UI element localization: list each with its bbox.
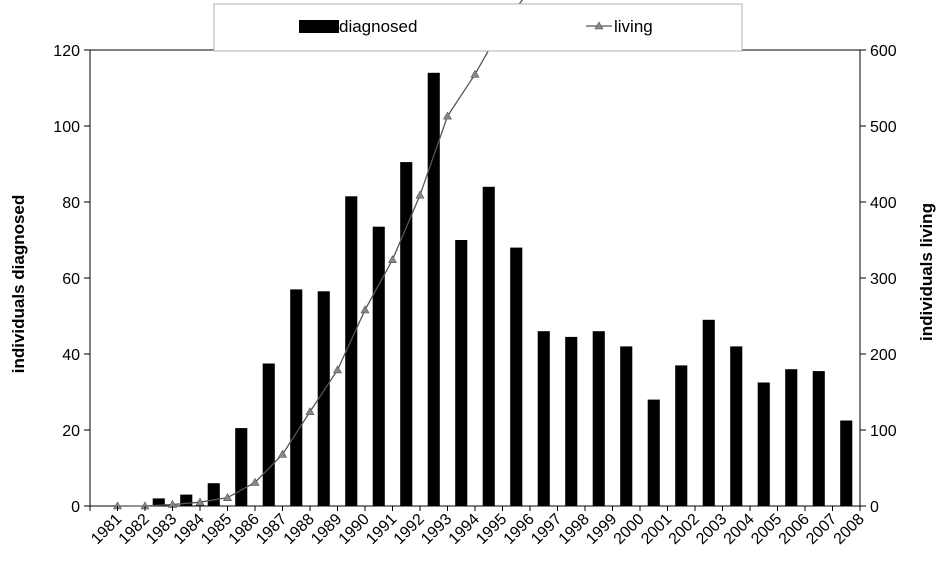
right-tick-label: 500 <box>870 119 897 136</box>
marker-living-1992 <box>415 190 425 199</box>
x-tick-label: 1986 <box>226 511 263 548</box>
left-tick-label: 80 <box>62 195 80 212</box>
marker-living-1988 <box>305 407 315 416</box>
x-tick-label: 1999 <box>583 511 620 548</box>
x-tick-label: 1987 <box>253 511 290 548</box>
marker-living-1985 <box>222 493 233 501</box>
bar-diagnosed-1996 <box>510 247 523 506</box>
x-tick-label: 1983 <box>143 511 180 548</box>
bar-diagnosed-1990 <box>345 196 358 507</box>
marker-living-1987 <box>277 449 288 458</box>
bar-diagnosed-1999 <box>592 331 605 506</box>
right-tick-label: 600 <box>870 43 897 60</box>
bar-diagnosed-1994 <box>455 240 468 506</box>
x-tick-label: 1990 <box>336 511 373 548</box>
right-tick-label: 300 <box>870 271 897 288</box>
left-tick-label: 60 <box>62 271 80 288</box>
x-tick-label: 2005 <box>748 511 785 548</box>
bar-diagnosed-1984 <box>180 494 193 506</box>
legend: diagnosed living <box>213 3 743 52</box>
bar-diagnosed-2005 <box>757 382 770 506</box>
x-tick-label: 2002 <box>666 511 703 548</box>
bar-diagnosed-2000 <box>620 346 633 506</box>
x-tick-label: 2001 <box>638 511 675 548</box>
bar-diagnosed-1985 <box>207 483 220 506</box>
x-axis: 1981198219831984198519861987198819891990… <box>88 506 868 548</box>
marker-living-1993 <box>442 111 453 120</box>
x-tick-label: 1981 <box>88 511 125 548</box>
bar-diagnosed-1997 <box>537 331 550 506</box>
left-axis-title: individuals diagnosed <box>9 195 28 374</box>
bar-diagnosed-2006 <box>785 369 798 506</box>
left-tick-label: 120 <box>53 43 80 60</box>
x-tick-label: 1985 <box>198 511 235 548</box>
bar-diagnosed-2002 <box>675 365 688 506</box>
bar-diagnosed-1998 <box>565 336 578 506</box>
x-tick-label: 1995 <box>473 511 510 548</box>
x-tick-label: 2004 <box>721 511 758 548</box>
bar-diagnosed-1993 <box>427 72 440 507</box>
legend-swatch-diagnosed <box>299 20 339 33</box>
bar-diagnosed-1983 <box>152 498 165 506</box>
right-tick-label: 100 <box>870 423 897 440</box>
left-tick-label: 0 <box>71 499 80 516</box>
x-tick-label: 1994 <box>446 511 483 548</box>
x-tick-label: 2000 <box>611 511 648 548</box>
x-tick-label: 1993 <box>418 511 455 548</box>
plot-area-border <box>89 49 861 507</box>
x-tick-label: 1992 <box>391 511 428 548</box>
left-tick-label: 100 <box>53 119 80 136</box>
right-tick-label: 200 <box>870 347 897 364</box>
marker-living-1986 <box>250 477 260 486</box>
bar-diagnosed-2004 <box>730 346 743 506</box>
legend-label-living: living <box>614 17 653 36</box>
bar-diagnosed-2008 <box>840 420 853 506</box>
marker-living-1990 <box>360 305 370 314</box>
bar-diagnosed-2007 <box>812 371 825 506</box>
left-axis: 0 20 40 60 80 100 120 <box>53 43 90 516</box>
bar-diagnosed-1992 <box>400 162 413 506</box>
left-tick-label: 20 <box>62 423 80 440</box>
legend-label-diagnosed: diagnosed <box>339 17 417 36</box>
right-axis-title: individuals living <box>917 203 936 341</box>
bar-diagnosed-2001 <box>647 399 660 506</box>
x-tick-label: 1982 <box>116 511 153 548</box>
x-tick-label: 1997 <box>528 511 565 548</box>
x-tick-label: 1996 <box>501 511 538 548</box>
right-axis: 0 100 200 300 400 500 600 <box>860 43 897 516</box>
marker-living-1994 <box>470 69 480 78</box>
x-tick-label: 2008 <box>831 511 868 548</box>
bar-diagnosed-1991 <box>372 226 385 506</box>
bar-diagnosed-1995 <box>482 186 495 507</box>
right-tick-label: 0 <box>870 499 879 516</box>
bar-diagnosed-1989 <box>317 291 330 506</box>
x-tick-label: 2006 <box>776 511 813 548</box>
plot-frame <box>89 49 861 507</box>
bar-series-diagnosed <box>152 72 853 507</box>
marker-living-1989 <box>332 365 343 374</box>
left-tick-label: 40 <box>62 347 80 364</box>
marker-living-1984 <box>195 497 205 506</box>
x-tick-label: 2003 <box>693 511 730 548</box>
x-tick-label: 1989 <box>308 511 345 548</box>
bar-diagnosed-1988 <box>290 289 303 506</box>
x-tick-label: 1991 <box>363 511 400 548</box>
x-tick-label: 1998 <box>556 511 593 548</box>
right-tick-label: 400 <box>870 195 897 212</box>
bar-diagnosed-1986 <box>235 428 248 506</box>
legend-marker-living <box>594 21 604 30</box>
x-tick-label: 2007 <box>803 511 840 548</box>
x-tick-label: 1988 <box>281 511 318 548</box>
legend-box <box>213 3 743 52</box>
x-tick-label: 1984 <box>171 511 208 548</box>
marker-living-1991 <box>387 255 398 264</box>
bar-diagnosed-2003 <box>702 319 715 506</box>
bar-diagnosed-1987 <box>262 363 275 506</box>
